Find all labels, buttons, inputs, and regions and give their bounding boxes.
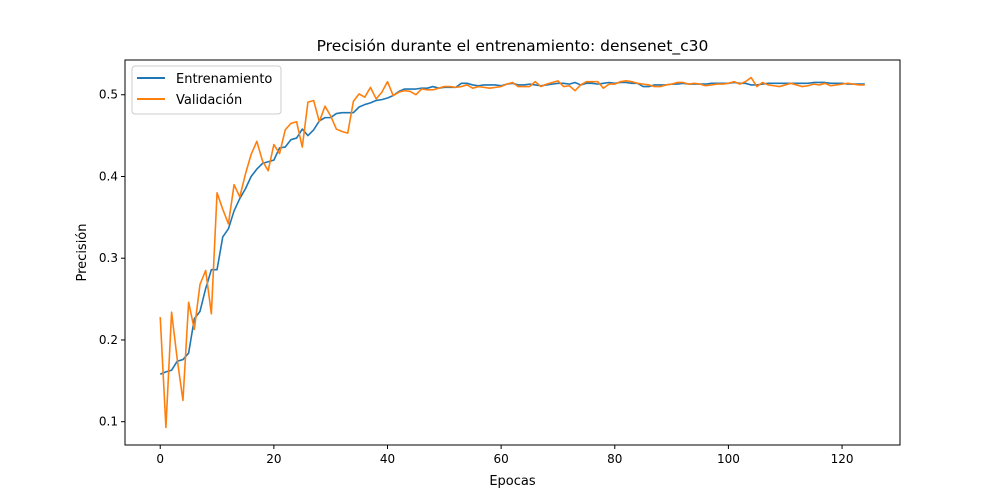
y-axis-label: Precisión — [75, 223, 90, 281]
x-tick-label: 0 — [156, 452, 164, 466]
y-tick-label: 0.4 — [99, 169, 118, 183]
legend-box — [131, 65, 282, 115]
x-tick-label: 120 — [831, 452, 854, 466]
y-tick-label: 0.2 — [99, 333, 118, 347]
series-line-validacion — [159, 76, 865, 429]
y-axis: 0.1 0.2 0.3 0.4 0.5 — [99, 88, 125, 429]
legend-label-entrenamiento: Entrenamiento — [176, 72, 272, 87]
plot-frame — [124, 59, 901, 446]
plot-area — [159, 76, 865, 429]
x-tick-label: 60 — [493, 452, 508, 466]
x-tick-label: 80 — [607, 452, 622, 466]
x-axis-label: Epocas — [489, 474, 536, 489]
legend: Entrenamiento Validación — [131, 65, 282, 115]
y-tick-label: 0.1 — [99, 415, 118, 429]
x-axis: 0 20 40 60 80 100 120 — [156, 445, 853, 466]
x-tick-label: 20 — [266, 452, 281, 466]
x-tick-label: 40 — [380, 452, 395, 466]
y-tick-label: 0.3 — [99, 251, 118, 265]
y-tick-label: 0.5 — [99, 88, 118, 102]
chart-title: Precisión durante el entrenamiento: dens… — [317, 37, 709, 56]
x-tick-label: 100 — [717, 452, 740, 466]
legend-label-validacion: Validación — [176, 93, 242, 108]
